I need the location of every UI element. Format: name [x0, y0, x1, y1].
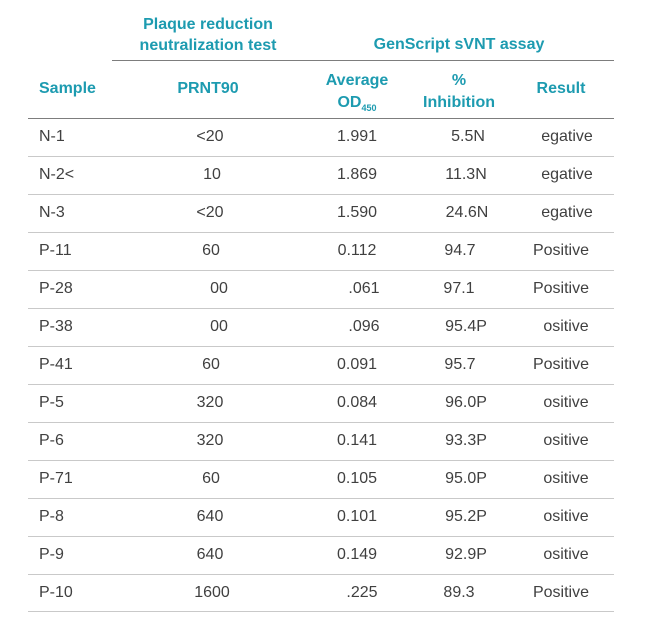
row-divider	[28, 346, 614, 347]
cell-sample: N-3	[39, 204, 65, 221]
cell-od450: .061	[348, 280, 380, 297]
cell-result: ositive	[543, 508, 589, 525]
cell-sample: P-38	[39, 318, 73, 335]
cell-inhibition: 95.0P	[445, 470, 487, 487]
cell-prnt90: 1600	[194, 584, 230, 601]
cell-inhibition: 96.0P	[445, 394, 487, 411]
cell-od450: .225	[346, 584, 378, 601]
group-header-svnt: GenScript sVNT assay	[373, 36, 545, 53]
cell-result: ositive	[543, 546, 589, 563]
cell-prnt90: 60	[202, 242, 220, 259]
cell-sample: N-2<	[39, 166, 75, 183]
cell-inhibition: 95.4P	[445, 318, 487, 335]
cell-prnt90: 00	[210, 280, 228, 297]
column-header-result: Result	[536, 80, 586, 97]
row-divider	[28, 384, 614, 385]
cell-sample: P-71	[39, 470, 73, 487]
cell-result: Positive	[532, 242, 590, 259]
column-header-inhibition: % Inhibition	[423, 70, 495, 114]
column-header-od-line1: Average	[325, 72, 389, 89]
cell-prnt90: 60	[202, 470, 220, 487]
cell-od450: 1.590	[336, 204, 378, 221]
cell-prnt90: 60	[202, 356, 220, 373]
cell-result: ositive	[543, 432, 589, 449]
cell-result: egative	[541, 204, 593, 221]
cell-sample: N-1	[39, 128, 65, 145]
column-header-sample: Sample	[39, 80, 96, 97]
cell-inhibition: 94.7	[444, 242, 476, 259]
row-divider	[28, 574, 614, 575]
cell-inhibition: 11.3N	[445, 166, 487, 183]
cell-inhibition: 92.9P	[445, 546, 487, 563]
cell-od450: 0.105	[336, 470, 378, 487]
cell-sample: P-8	[39, 508, 64, 525]
cell-result: ositive	[543, 394, 589, 411]
row-divider	[28, 460, 614, 461]
column-header-inhibition-line1: %	[451, 72, 467, 89]
cell-inhibition: 89.3	[443, 584, 475, 601]
cell-inhibition: 97.1	[443, 280, 475, 297]
cell-sample: P-6	[39, 432, 64, 449]
cell-od450: 0.149	[336, 546, 378, 563]
group-header-prnt: Plaque reduction neutralization test	[140, 14, 277, 56]
cell-sample: P-9	[39, 546, 64, 563]
cell-od450: 1.991	[336, 128, 378, 145]
cell-result: egative	[541, 128, 593, 145]
cell-result: Positive	[532, 280, 590, 297]
group-header-prnt-line2: neutralization test	[139, 37, 277, 54]
group-header-rule	[112, 60, 614, 61]
cell-inhibition: 95.2P	[445, 508, 487, 525]
cell-prnt90: 10	[203, 166, 221, 183]
cell-result: Positive	[532, 356, 590, 373]
row-divider	[28, 308, 614, 309]
cell-od450: 0.101	[336, 508, 378, 525]
cell-prnt90: 320	[196, 394, 224, 411]
cell-inhibition: 95.7	[444, 356, 476, 373]
row-divider	[28, 422, 614, 423]
cell-sample: P-41	[39, 356, 73, 373]
row-divider	[28, 194, 614, 195]
cell-sample: P-5	[39, 394, 64, 411]
header-bottom-rule	[28, 118, 614, 119]
column-header-inhibition-line2: Inhibition	[423, 94, 495, 111]
column-header-od-base: OD	[337, 94, 362, 111]
cell-od450: 0.141	[336, 432, 378, 449]
group-header-prnt-line1: Plaque reduction	[143, 16, 273, 33]
cell-od450: 0.112	[337, 242, 377, 259]
cell-sample: P-11	[39, 242, 72, 259]
cell-inhibition: 24.6N	[445, 204, 489, 221]
cell-inhibition: 5.5N	[451, 128, 485, 145]
cell-result: ositive	[543, 470, 589, 487]
cell-od450: 0.091	[336, 356, 378, 373]
cell-prnt90: 640	[196, 546, 224, 563]
cell-prnt90: 00	[210, 318, 228, 335]
cell-prnt90: 640	[196, 508, 224, 525]
row-divider	[28, 498, 614, 499]
row-divider	[28, 536, 614, 537]
cell-sample: P-28	[39, 280, 73, 297]
cell-od450: 1.869	[336, 166, 378, 183]
row-divider	[28, 156, 614, 157]
cell-inhibition: 93.3P	[445, 432, 487, 449]
cell-sample: P-10	[39, 584, 73, 601]
cell-prnt90: <20	[196, 204, 224, 221]
row-divider	[28, 232, 614, 233]
column-header-od-subscript: 450	[361, 103, 377, 113]
cell-result: egative	[541, 166, 593, 183]
cell-result: Positive	[532, 584, 590, 601]
column-header-od450: Average OD450	[326, 70, 389, 119]
column-header-od-line2: OD450	[326, 92, 389, 119]
cell-od450: 0.084	[336, 394, 378, 411]
cell-result: ositive	[543, 318, 589, 335]
row-divider	[28, 270, 614, 271]
cell-prnt90: 320	[196, 432, 224, 449]
column-header-prnt90: PRNT90	[177, 80, 239, 97]
cell-prnt90: <20	[196, 128, 224, 145]
cell-od450: .096	[348, 318, 380, 335]
row-divider	[28, 611, 614, 612]
